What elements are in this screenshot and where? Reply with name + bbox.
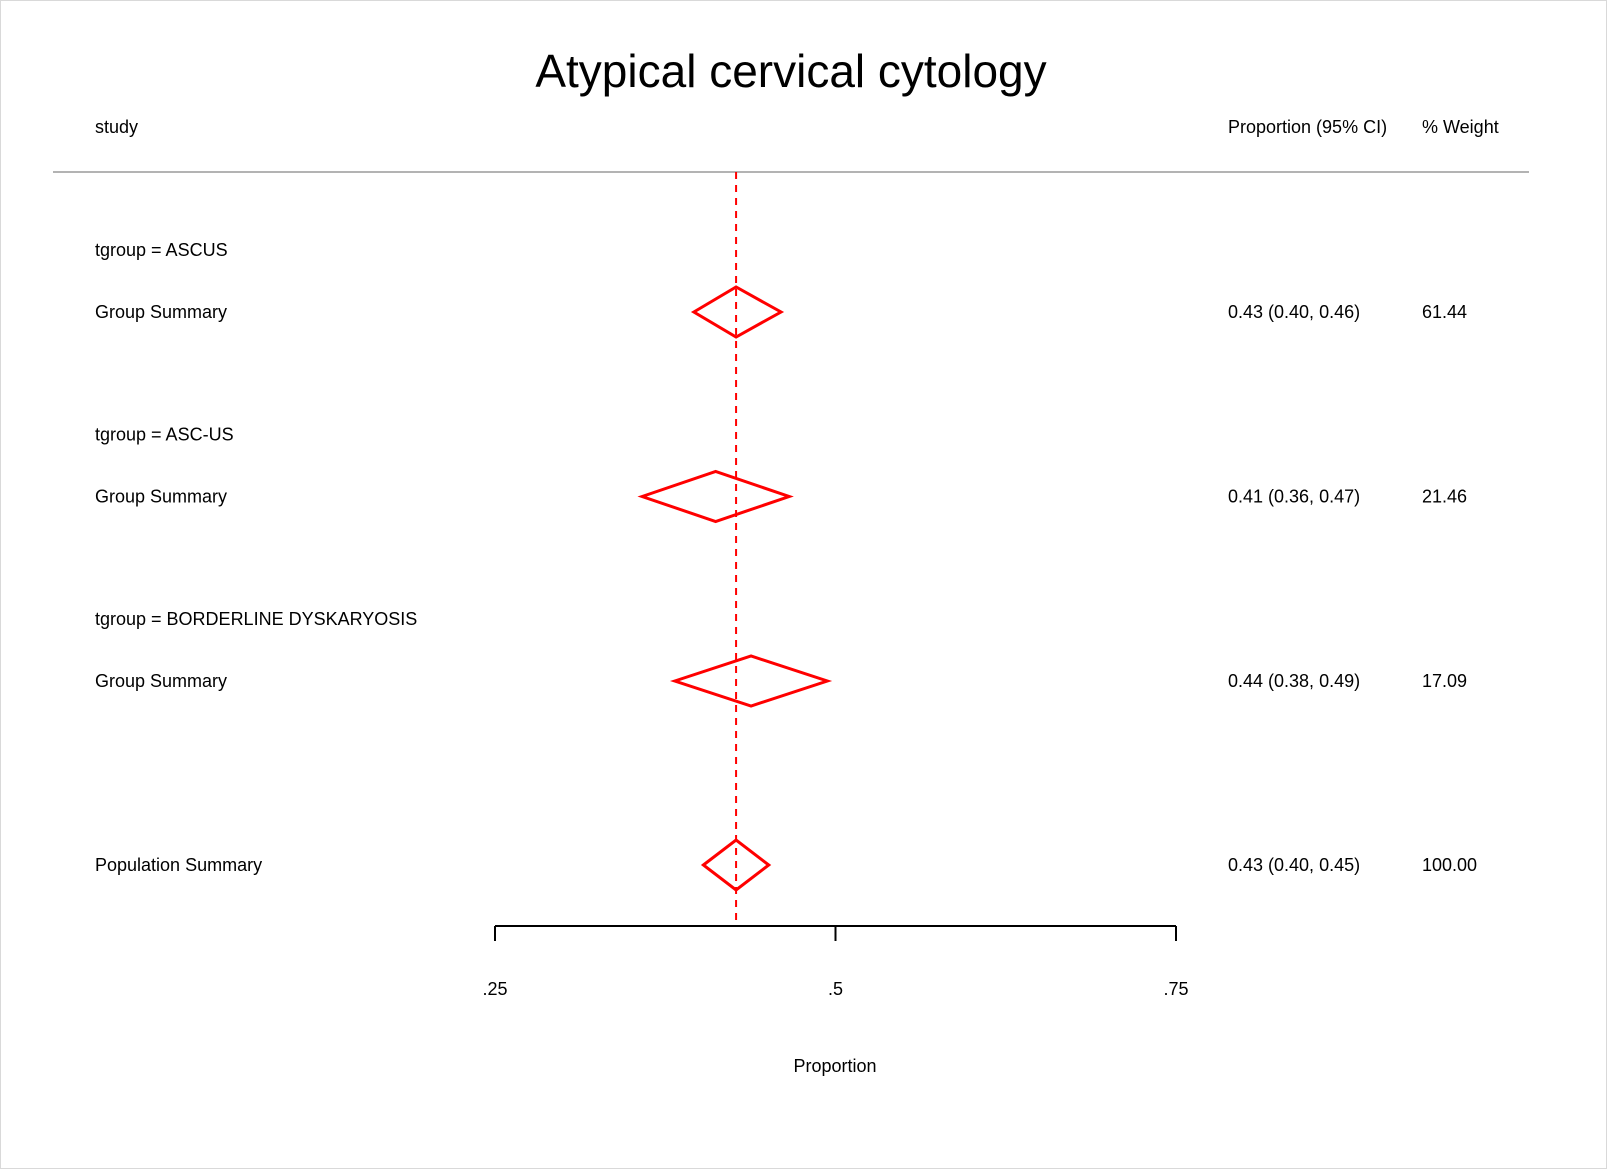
group-ci-text: 0.41 (0.36, 0.47) <box>1228 487 1360 507</box>
x-tick-label: .5 <box>828 979 843 999</box>
group-header: tgroup = ASCUS <box>95 240 228 260</box>
x-axis-label: Proportion <box>793 1056 876 1076</box>
group-ci-text: 0.43 (0.40, 0.46) <box>1228 302 1360 322</box>
overall-ci-text: 0.43 (0.40, 0.45) <box>1228 855 1360 875</box>
overall-summary-diamond <box>700 838 772 892</box>
column-header-estimate: Proportion (95% CI) <box>1228 117 1387 137</box>
overall-weight-text: 100.00 <box>1422 855 1477 875</box>
column-header-study: study <box>95 117 138 137</box>
group-summary-label: Group Summary <box>95 302 227 322</box>
group-weight-text: 17.09 <box>1422 671 1467 691</box>
group-summary-label: Group Summary <box>95 487 227 507</box>
x-tick-label: .25 <box>482 979 507 999</box>
overall-label: Population Summary <box>95 855 262 875</box>
chart-title: Atypical cervical cytology <box>535 45 1046 97</box>
x-tick-label: .75 <box>1163 979 1188 999</box>
column-header-weight: % Weight <box>1422 117 1499 137</box>
group-header: tgroup = ASC-US <box>95 425 234 445</box>
group-header: tgroup = BORDERLINE DYSKARYOSIS <box>95 609 417 629</box>
forest-rows: tgroup = ASCUS Group Summary 0.43 (0.40, 0… <box>95 172 1477 926</box>
group-weight-text: 21.46 <box>1422 487 1467 507</box>
group-summary-label: Group Summary <box>95 671 227 691</box>
group-summary-diamond <box>637 469 794 524</box>
group-summary-diamond <box>669 654 833 708</box>
group-weight-text: 61.44 <box>1422 302 1467 322</box>
group-ci-text: 0.44 (0.38, 0.49) <box>1228 671 1360 691</box>
x-axis: .25 .5 .75 <box>482 925 1189 999</box>
group-summary-diamond <box>690 285 785 339</box>
